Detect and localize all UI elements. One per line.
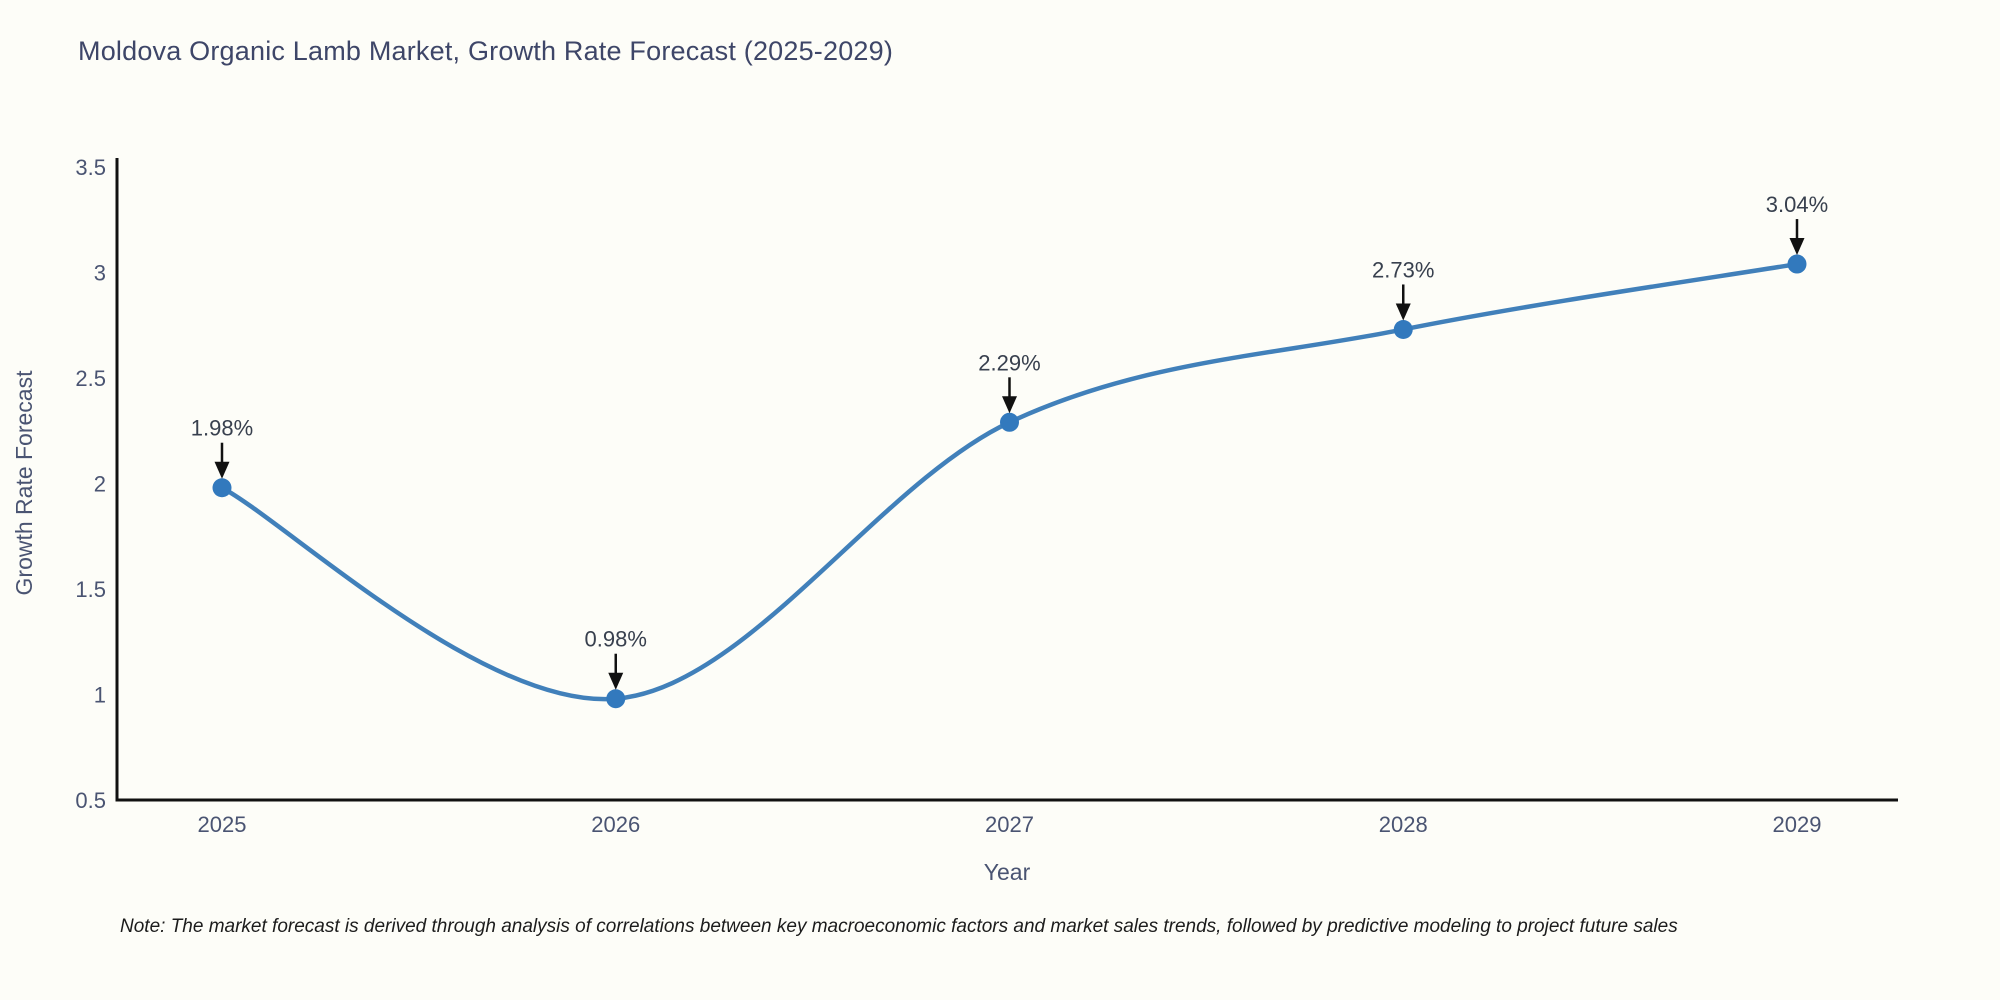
point-annotation-label: 0.98% xyxy=(585,627,647,652)
data-point-marker[interactable] xyxy=(606,689,626,709)
x-tick-label: 2028 xyxy=(1379,812,1428,837)
point-annotation-label: 2.73% xyxy=(1372,257,1434,282)
forecast-line xyxy=(219,261,1800,702)
y-tick-label: 2.5 xyxy=(75,366,106,391)
annotation-arrow-head xyxy=(608,672,624,690)
point-annotation-label: 2.29% xyxy=(978,350,1040,375)
y-tick-label: 3 xyxy=(94,261,106,286)
y-tick-label: 1.5 xyxy=(75,577,106,602)
x-tick-label: 2025 xyxy=(198,812,247,837)
y-tick-label: 0.5 xyxy=(75,788,106,813)
x-tick-label: 2026 xyxy=(591,812,640,837)
annotation-arrow-head xyxy=(1789,238,1805,256)
data-point-marker[interactable] xyxy=(212,478,232,498)
footnote-wrapper: Note: The market forecast is derived thr… xyxy=(120,916,2000,952)
data-point-marker[interactable] xyxy=(1393,319,1413,339)
chart-title: Moldova Organic Lamb Market, Growth Rate… xyxy=(78,36,894,66)
x-tick-label: 2029 xyxy=(1773,812,1822,837)
y-tick-label: 2 xyxy=(94,472,106,497)
annotation-arrow-head xyxy=(1002,396,1017,414)
point-annotation-label: 3.04% xyxy=(1766,192,1828,217)
x-axis-title: Year xyxy=(984,859,1031,885)
y-tick-label: 3.5 xyxy=(75,155,106,180)
point-annotation-label: 1.98% xyxy=(191,416,253,441)
y-axis-title: Growth Rate Forecast xyxy=(11,370,37,596)
data-point-marker[interactable] xyxy=(1000,412,1019,432)
x-tick-label: 2027 xyxy=(985,812,1034,837)
footnote: Note: The market forecast is derived thr… xyxy=(120,916,1678,937)
annotation-arrow-head xyxy=(214,461,230,479)
data-point-marker[interactable] xyxy=(1787,254,1807,274)
annotation-arrow-head xyxy=(1395,303,1411,321)
y-tick-label: 1 xyxy=(94,683,106,708)
